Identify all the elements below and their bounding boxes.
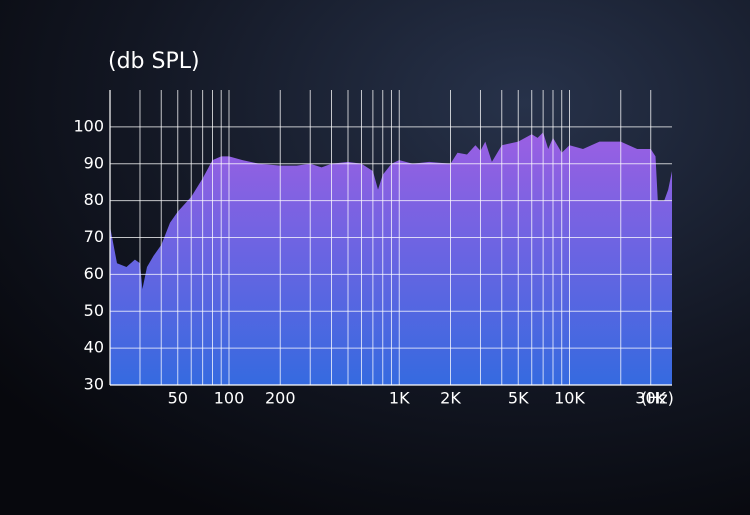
y-tick-label: 60 [84,264,104,283]
y-tick-label: 30 [84,375,104,394]
x-unit-label: (Hz) [641,389,674,408]
x-tick-label: 5K [508,389,529,408]
x-tick-label: 30K [635,389,666,408]
y-tick-label: 80 [84,190,104,209]
x-tick-label: 10K [554,389,585,408]
y-tick-label: 100 [73,116,104,135]
y-tick-label: 50 [84,301,104,320]
y-tick-label: 70 [84,227,104,246]
y-axis-label: (db SPL) [108,49,200,74]
y-tick-label: 40 [84,338,104,357]
x-tick-label: 2K [440,389,461,408]
x-tick-label: 200 [265,389,296,408]
y-tick-label: 90 [84,153,104,172]
x-tick-label: 1K [389,389,410,408]
x-tick-label: 100 [214,389,245,408]
x-tick-label: 50 [168,389,188,408]
